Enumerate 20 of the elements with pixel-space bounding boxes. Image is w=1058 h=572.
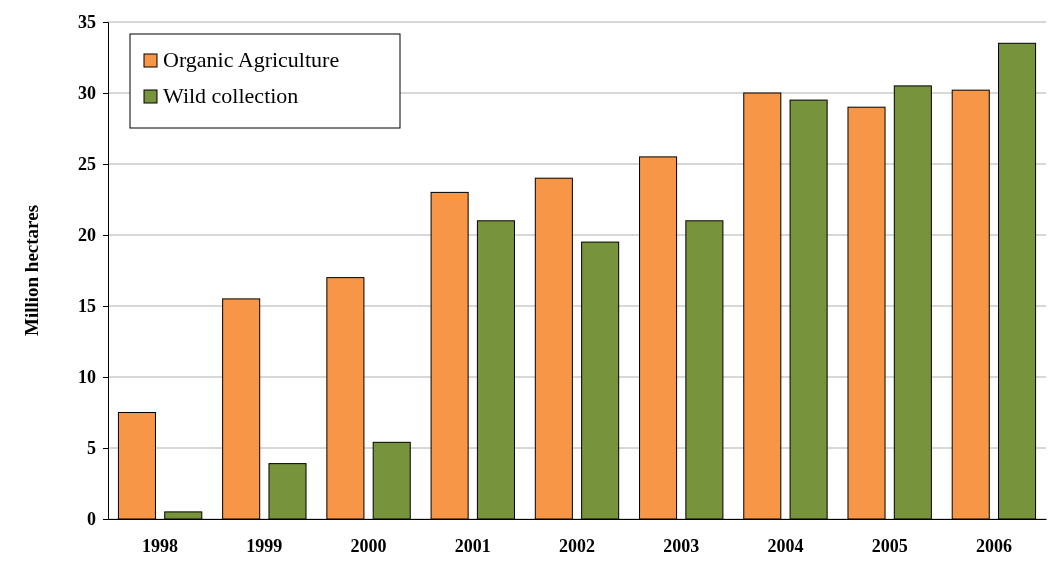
y-tick-label: 35 — [78, 12, 96, 33]
x-tick-label: 2002 — [559, 536, 595, 556]
x-tick-label: 2001 — [454, 536, 491, 556]
x-tick-label: 2000 — [350, 536, 387, 556]
x-tick-label: 2006 — [975, 536, 1012, 556]
y-tick-label: 10 — [78, 367, 96, 388]
x-tick-label: 2004 — [767, 536, 804, 556]
y-tick-label: 5 — [87, 438, 96, 459]
y-tick-label: 15 — [78, 296, 96, 317]
x-tick-label: 1999 — [246, 536, 283, 556]
y-axis-title: Million hectares — [21, 204, 42, 337]
x-tick-label: 2003 — [663, 536, 700, 556]
y-tick-label: 25 — [78, 154, 96, 175]
legend-label: Wild collection — [163, 83, 299, 108]
y-tick-label: 30 — [78, 83, 96, 104]
x-tick-label: 2005 — [871, 536, 908, 556]
y-tick-label: 20 — [78, 225, 96, 246]
y-tick-label: 0 — [87, 509, 96, 530]
legend-label: Organic Agriculture — [163, 47, 340, 72]
x-tick-label: 1998 — [142, 536, 179, 556]
